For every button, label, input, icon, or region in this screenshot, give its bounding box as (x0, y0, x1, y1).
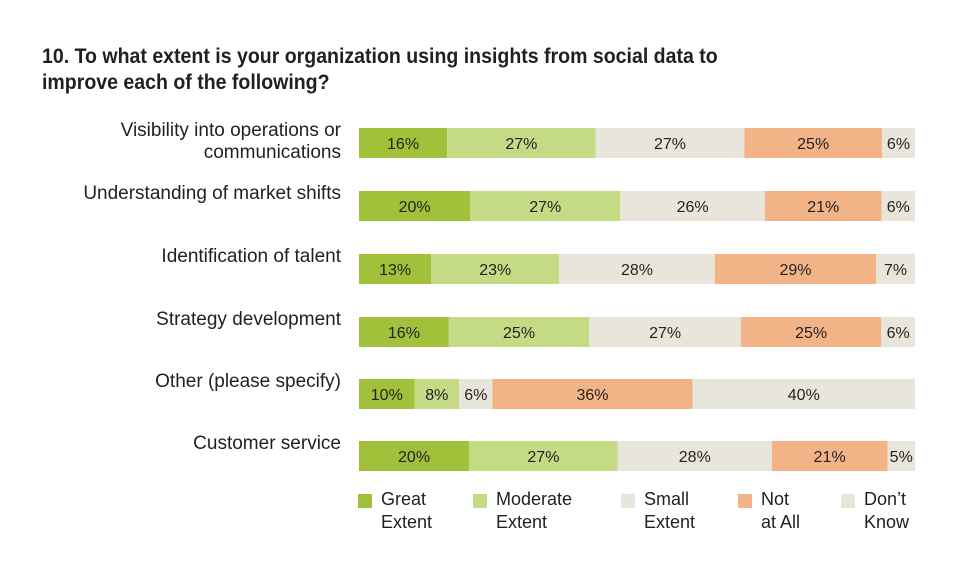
bar-segment-moderate-extent (470, 191, 621, 221)
data-label: 25% (797, 136, 829, 153)
data-label: 27% (505, 136, 537, 153)
bar-segment-small-extent (617, 441, 772, 471)
legend-swatch-great-extent (358, 494, 372, 508)
bar-row-visibility-into-operations-or-communications: Visibility into operations or communicati… (121, 120, 915, 163)
bar-segment-moderate-extent (448, 317, 590, 347)
data-label: 8% (425, 387, 448, 404)
data-label: 10% (371, 387, 403, 404)
category-label: Strategy development (156, 309, 342, 330)
legend-swatch-moderate-extent (473, 494, 487, 508)
legend-swatch-small-extent (621, 494, 635, 508)
bar-segment-don-t-know (881, 128, 915, 158)
bar-segment-not-at-all (740, 317, 882, 347)
data-label: 28% (621, 262, 653, 279)
data-label: 21% (807, 199, 839, 216)
data-label: 27% (527, 449, 559, 466)
data-label: 6% (887, 199, 910, 216)
bar-segment-moderate-extent (431, 254, 560, 284)
bar-row-customer-service: Customer service 20% 27% 28% 21% 5% (193, 433, 915, 471)
bar-segment-not-at-all (771, 441, 888, 471)
bar-segment-don-t-know (881, 191, 915, 221)
bar-segment-small-extent (595, 128, 745, 158)
bar-row-identification-of-talent: Identification of talent 13% 23% 28% 29% 7% (161, 246, 915, 284)
bar-segment-not-at-all (764, 191, 882, 221)
data-label: 29% (779, 262, 811, 279)
bar-segment-great-extent (359, 441, 470, 471)
category-label: Understanding of market shifts (83, 183, 341, 204)
bar-row-other-please-specify: Other (please specify) 10% 8% 6% 36% 40% (155, 371, 915, 409)
data-label: 16% (387, 136, 419, 153)
data-label: 20% (398, 449, 430, 466)
data-label: 27% (529, 199, 561, 216)
chart-title-line-2: improve each of the following? (42, 71, 330, 94)
bar-segment-small-extent (459, 379, 493, 409)
category-label: Customer service (193, 433, 341, 454)
data-label: 6% (464, 387, 487, 404)
legend-label-moderate-extent: Moderate Extent (496, 489, 573, 532)
bar-segment-not-at-all (714, 254, 877, 284)
data-label: 27% (649, 325, 681, 342)
legend-label-not-at-all: Not at All (761, 489, 801, 532)
legend-swatch-dont-know (841, 494, 855, 508)
legend-swatch-not-at-all (738, 494, 752, 508)
data-label: 13% (379, 262, 411, 279)
data-label: 6% (887, 325, 910, 342)
data-label: 26% (677, 199, 709, 216)
bar-segment-great-extent (359, 191, 471, 221)
chart-title-line-1: 10. To what extent is your organization … (42, 45, 718, 68)
data-label: 40% (788, 387, 820, 404)
bar-segment-don-t-know (692, 379, 915, 409)
data-label: 25% (795, 325, 827, 342)
bar-segment-great-extent (359, 379, 415, 409)
bar-segment-small-extent (589, 317, 741, 347)
legend-label-great-extent: Great Extent (381, 489, 433, 532)
data-label: 5% (890, 449, 913, 466)
legend-label-dont-know: Don’t Know (864, 489, 910, 532)
data-label: 16% (388, 325, 420, 342)
bar-segment-great-extent (359, 128, 448, 158)
category-label: Other (please specify) (155, 371, 341, 392)
category-label: Identification of talent (161, 246, 341, 267)
bar-segment-small-extent (620, 191, 765, 221)
data-label: 20% (399, 199, 431, 216)
data-label: 27% (654, 136, 686, 153)
bar-row-understanding-of-market-shifts: Understanding of market shifts 20% 27% 26% 2… (83, 183, 915, 221)
data-label: 25% (503, 325, 535, 342)
chart-legend: Great Extent Moderate Extent Small Extent N… (358, 488, 918, 538)
bar-segment-moderate-extent (447, 128, 596, 158)
bar-segment-don-t-know (881, 317, 915, 347)
data-label: 6% (887, 136, 910, 153)
bar-segment-moderate-extent (414, 379, 460, 409)
bar-row-strategy-development: Strategy development 16% 25% 27% 25% 6% (156, 309, 915, 347)
bar-segment-don-t-know (876, 254, 915, 284)
bar-segment-not-at-all (744, 128, 882, 158)
chart-title: 10. To what extent is your organization … (42, 44, 805, 96)
bar-segment-don-t-know (887, 441, 915, 471)
category-label: Visibility into operations or communicati… (121, 120, 342, 163)
data-label: 28% (679, 449, 711, 466)
bar-segment-not-at-all (492, 379, 693, 409)
bar-segment-moderate-extent (469, 441, 618, 471)
data-label: 23% (479, 262, 511, 279)
data-label: 36% (577, 387, 609, 404)
data-label: 21% (814, 449, 846, 466)
data-label: 7% (884, 262, 907, 279)
bar-segment-great-extent (359, 254, 432, 284)
bar-segment-small-extent (559, 254, 715, 284)
bar-segment-great-extent (359, 317, 449, 347)
legend-label-small-extent: Small Extent (644, 489, 696, 532)
